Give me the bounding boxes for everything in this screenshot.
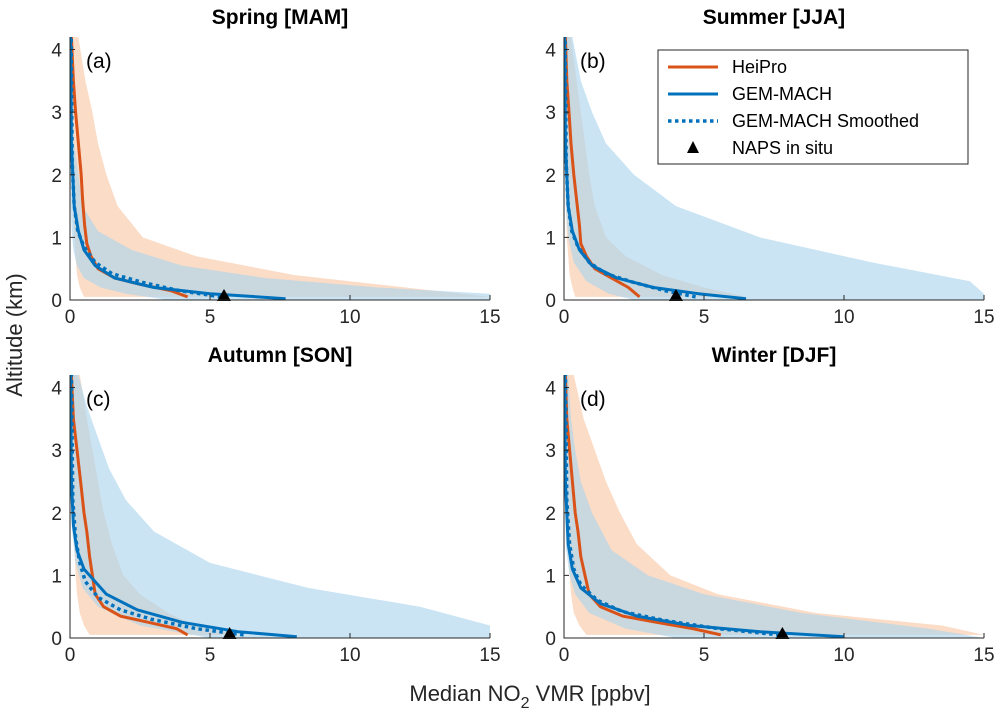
x-tick-label: 0 [559,645,570,666]
panel-title-c: Autumn [SON] [208,344,353,367]
naps-marker-c [222,627,237,639]
y-tick-label: 2 [545,504,556,525]
line-gemmach-smoothed-b [564,37,696,299]
x-tick-label: 5 [699,645,710,666]
y-tick-label: 4 [51,41,62,62]
band-gemmach-c [70,375,490,638]
panel-letter-b: (b) [580,50,606,73]
line-gemmach-smoothed-a [70,37,222,299]
legend-box [657,49,969,165]
x-tick-label: 5 [205,645,216,666]
panel-d: 0 5 10 15 0 1 2 3 4 Winter [DJF] (d) [545,344,994,666]
legend-label-gemmach-smoothed: GEM-MACH Smoothed [732,111,919,131]
y-axis-label: Altitude (km) [2,273,27,396]
panel-title-a: Spring [MAM] [212,6,348,29]
legend-marker-naps [687,141,699,153]
x-tick-label: 0 [65,645,76,666]
x-tick-label: 10 [339,645,360,666]
x-tick-label: 15 [973,307,994,328]
y-tick-label: 0 [51,291,62,312]
x-tick-label: 15 [479,645,500,666]
y-tick-label: 4 [51,379,62,400]
y-tick-label: 4 [545,379,556,400]
panel-c: 0 5 10 15 0 1 2 3 4 Autumn [SON] (c) [51,344,500,666]
plot-area-a [70,37,490,300]
panel-letter-d: (d) [580,388,606,411]
legend-label-gemmach: GEM-MACH [732,84,832,104]
panel-letter-a: (a) [86,50,112,73]
x-tick-label: 10 [339,307,360,328]
line-heipro-d [564,375,722,637]
legend: HeiPro GEM-MACH GEM-MACH Smoothed NAPS i… [657,49,969,165]
y-tick-label: 2 [545,166,556,187]
x-tick-label: 10 [833,307,854,328]
x-axis-label: Median NO2 VMR [ppbv] [409,681,650,712]
x-axis-label-prefix: Median NO [409,681,520,706]
x-tick-label: 10 [833,645,854,666]
y-tick-label: 1 [51,228,62,249]
line-heipro-c [70,375,189,637]
x-tick-label: 0 [559,307,570,328]
panel-letter-c: (c) [86,388,111,411]
y-tick-label: 3 [51,441,62,462]
panel-title-b: Summer [JJA] [703,6,845,29]
x-tick-label: 15 [479,307,500,328]
y-tick-label: 3 [545,103,556,124]
naps-marker-b [669,289,683,301]
y-tick-label: 4 [545,41,556,62]
x-axis-label-subscript: 2 [521,695,530,712]
y-tick-label: 0 [545,629,556,650]
y-tick-label: 1 [545,566,556,587]
naps-marker-d [775,627,790,639]
x-tick-label: 0 [65,307,76,328]
plot-area-d [564,375,984,638]
naps-marker-a [217,289,231,301]
y-tick-label: 3 [51,103,62,124]
band-gemmach-b [564,37,984,300]
panel-b: 0 5 10 15 0 1 2 3 4 Summer [JJA] (b) [545,6,994,328]
x-tick-label: 15 [973,645,994,666]
band-gemmach-a [70,37,490,300]
y-tick-label: 2 [51,166,62,187]
y-tick-label: 3 [545,441,556,462]
legend-label-naps: NAPS in situ [732,138,833,158]
line-gemmach-smoothed-c [70,375,244,637]
y-tick-label: 1 [51,566,62,587]
y-tick-label: 0 [51,629,62,650]
x-axis-label-suffix: VMR [ppbv] [530,681,651,706]
line-gemmach-smoothed-d [564,375,780,637]
legend-label-heipro: HeiPro [732,57,787,77]
y-tick-label: 1 [545,228,556,249]
panel-title-d: Winter [DJF] [712,344,837,367]
x-tick-label: 5 [699,307,710,328]
band-gemmach-d [564,375,984,638]
line-gemmach-c [70,375,297,638]
panel-a: 0 5 10 15 0 1 2 3 4 Spring [MAM] (a) [51,6,500,328]
y-tick-label: 2 [51,504,62,525]
x-tick-label: 5 [205,307,216,328]
y-tick-label: 0 [545,291,556,312]
plot-area-c [70,375,490,638]
